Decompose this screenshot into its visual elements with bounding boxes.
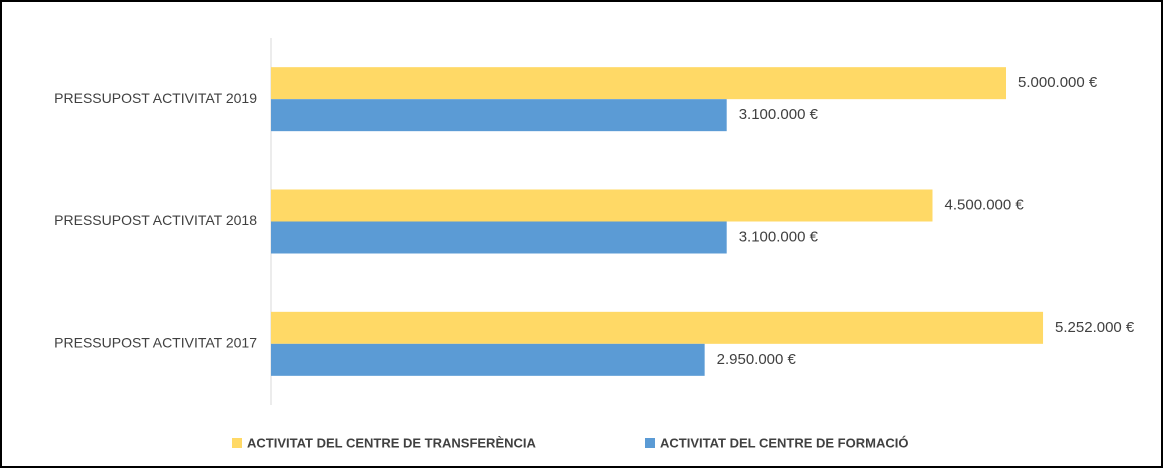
bar — [271, 343, 705, 376]
value-label: 3.100.000 € — [739, 228, 819, 245]
legend-label: ACTIVITAT DEL CENTRE DE TRANSFERÈNCIA — [247, 435, 537, 450]
bar — [271, 189, 933, 222]
value-label: 5.000.000 € — [1018, 74, 1098, 91]
value-label: 3.100.000 € — [739, 106, 819, 123]
value-label: 4.500.000 € — [945, 196, 1025, 213]
legend-swatch — [232, 438, 242, 448]
bar — [271, 67, 1006, 100]
legend-swatch — [645, 438, 655, 448]
bar — [271, 221, 727, 254]
bar — [271, 311, 1044, 344]
category-label: PRESSUPOST ACTIVITAT 2019 — [54, 90, 257, 106]
legend-label: ACTIVITAT DEL CENTRE DE FORMACIÓ — [660, 435, 908, 450]
value-label: 5.252.000 € — [1055, 319, 1135, 336]
bar — [271, 99, 727, 132]
value-label: 2.950.000 € — [717, 351, 797, 368]
category-label: PRESSUPOST ACTIVITAT 2017 — [54, 335, 257, 351]
category-label: PRESSUPOST ACTIVITAT 2018 — [54, 212, 257, 228]
